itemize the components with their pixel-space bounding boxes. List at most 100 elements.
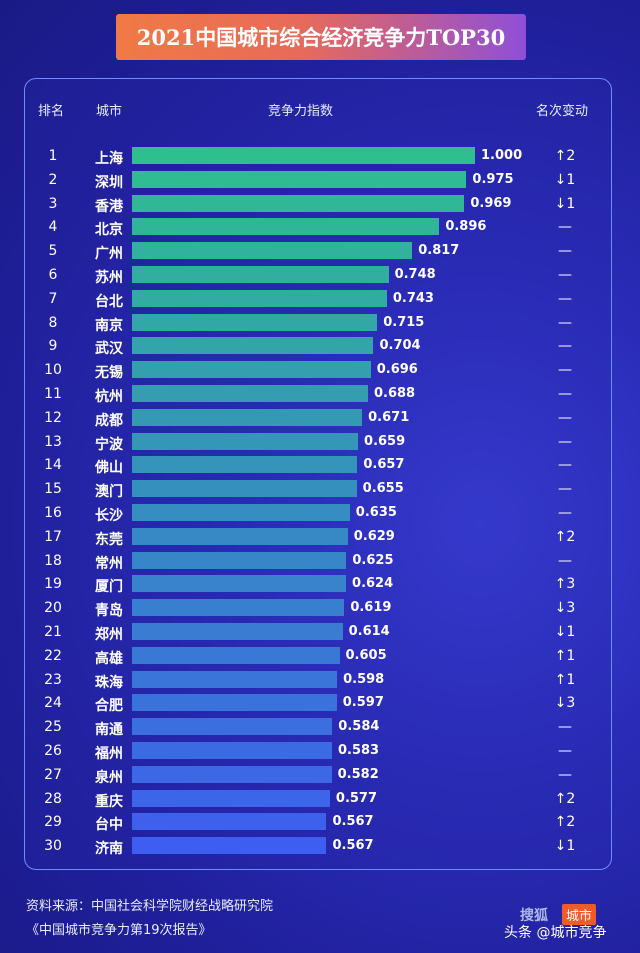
rank-change-label: ↓1 — [554, 624, 576, 640]
city-label: 杭州 — [95, 389, 123, 405]
rank-label: 26 — [44, 743, 62, 759]
bar — [132, 456, 358, 474]
city-label: 台北 — [95, 293, 123, 310]
bar — [132, 170, 467, 188]
value-label: 0.704 — [379, 338, 421, 354]
bar — [132, 361, 371, 379]
bar — [132, 765, 332, 783]
city-label: 厦门 — [95, 579, 123, 596]
bar-row: 22 高雄 0.605 ↑1 — [0, 645, 640, 669]
bar-row: 7 台北 0.743 — — [0, 288, 640, 312]
value-label: 0.598 — [343, 671, 385, 687]
bar — [132, 313, 378, 331]
value-label: 0.584 — [338, 719, 380, 735]
bar-row: 30 济南 0.567 ↓1 — [0, 835, 640, 859]
bar — [132, 289, 387, 307]
city-label: 武汉 — [95, 341, 123, 358]
value-label: 0.629 — [353, 528, 395, 544]
rank-change-label: ↓3 — [554, 695, 576, 712]
rank-label: 17 — [44, 528, 62, 545]
value-label: 0.624 — [352, 576, 394, 592]
rank-change-label: — — [558, 243, 572, 260]
value-label: 0.975 — [472, 171, 514, 187]
value-label: 1.000 — [481, 148, 523, 163]
rank-label: 21 — [44, 624, 62, 640]
city-label: 珠海 — [95, 674, 123, 691]
city-label: 重庆 — [95, 793, 123, 810]
bar-row: 10 无锡 0.696 — — [0, 359, 640, 383]
city-label: 成都 — [95, 412, 123, 429]
value-label: 0.696 — [376, 362, 418, 378]
bar-row: 15 澳门 0.655 — — [0, 478, 640, 502]
value-label: 0.817 — [418, 243, 460, 259]
city-label: 高雄 — [95, 650, 123, 667]
bar — [132, 670, 338, 688]
value-label: 0.715 — [383, 314, 425, 330]
city-label: 苏州 — [95, 270, 123, 286]
rank-label: 27 — [44, 766, 62, 783]
bar-row: 6 苏州 0.748 — — [0, 264, 640, 288]
rank-label: 9 — [48, 338, 58, 355]
bar-row: 20 青岛 0.619 ↓3 — [0, 597, 640, 621]
bar-row: 11 杭州 0.688 — — [0, 383, 640, 407]
value-label: 0.655 — [362, 481, 404, 497]
bar-row: 27 泉州 0.582 — — [0, 764, 640, 788]
bar-row: 12 成都 0.671 — — [0, 407, 640, 431]
bar — [132, 551, 347, 569]
rank-label: 11 — [44, 386, 62, 402]
value-label: 0.659 — [364, 433, 406, 449]
rank-label: 4 — [48, 219, 58, 236]
bar-row: 8 南京 0.715 — — [0, 312, 640, 336]
bar-row: 21 郑州 0.614 ↓1 — [0, 621, 640, 645]
bar — [132, 218, 440, 236]
bar-row: 23 珠海 0.598 ↑1 — [0, 669, 640, 693]
rank-change-label: — — [558, 433, 572, 450]
value-label: 0.969 — [470, 195, 512, 211]
bar-row: 3 香港 0.969 ↓1 — [0, 193, 640, 217]
rank-change-label: — — [558, 766, 572, 783]
city-label: 深圳 — [95, 174, 123, 191]
rank-change-label: ↑2 — [554, 528, 576, 545]
rank-change-label: — — [558, 457, 572, 474]
bar — [132, 266, 389, 283]
city-label: 青岛 — [95, 603, 123, 620]
value-label: 0.896 — [445, 219, 487, 235]
watermark-tag: 城市 — [562, 904, 597, 925]
rank-label: 30 — [44, 838, 62, 855]
rank-label: 14 — [44, 457, 62, 474]
rank-change-label: ↑2 — [554, 814, 576, 831]
bar — [132, 385, 368, 402]
city-label: 南京 — [95, 317, 123, 334]
rank-change-label: — — [558, 362, 572, 379]
bar — [132, 242, 413, 260]
bar-row: 19 厦门 0.624 ↑3 — [0, 573, 640, 597]
bar-row: 25 南通 0.584 — — [0, 716, 640, 740]
rank-label: 15 — [44, 481, 62, 498]
rank-label: 8 — [48, 314, 58, 331]
bar — [132, 623, 343, 640]
bar — [132, 789, 330, 807]
rank-label: 28 — [44, 790, 62, 807]
bar-row: 5 广州 0.817 — — [0, 240, 640, 264]
rank-change-label: — — [558, 552, 572, 569]
bar-row: 29 台中 0.567 ↑2 — [0, 811, 640, 835]
rank-change-label: ↓1 — [554, 838, 576, 855]
bar-row: 28 重庆 0.577 ↑2 — [0, 788, 640, 812]
rank-label: 3 — [48, 195, 58, 212]
city-label: 常州 — [95, 555, 123, 572]
bar — [132, 694, 337, 712]
header-rank: 排名 — [38, 104, 65, 119]
rank-change-label: — — [558, 743, 572, 759]
bar — [132, 147, 475, 164]
value-label: 0.582 — [337, 766, 379, 782]
bar — [132, 194, 465, 212]
rank-change-label: — — [558, 505, 572, 521]
bar — [132, 408, 363, 426]
city-label: 合肥 — [95, 698, 123, 715]
bar-row: 9 武汉 0.704 — — [0, 335, 640, 359]
city-label: 澳门 — [95, 484, 123, 501]
city-label: 济南 — [95, 841, 123, 858]
rank-label: 22 — [44, 647, 62, 664]
header-index: 竞争力指数 — [268, 104, 334, 119]
rank-change-label: — — [558, 219, 572, 236]
